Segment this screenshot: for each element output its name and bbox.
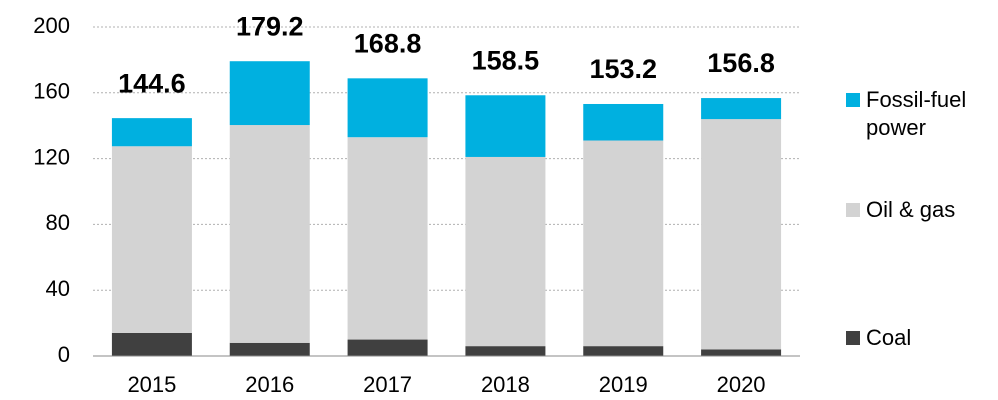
legend-label: Fossil-fuel power [866, 87, 967, 140]
bar-segment [701, 98, 782, 120]
bar-segment [583, 346, 664, 356]
legend-label: Oil & gas [866, 197, 956, 222]
legend-item: Fossil-fuel power [846, 86, 976, 142]
y-tick-label: 80 [46, 210, 70, 235]
bar-segment [229, 342, 310, 356]
bar-segment [583, 140, 664, 347]
x-tick-label: 2020 [717, 372, 766, 397]
bar-segment [229, 125, 310, 343]
total-label: 158.5 [472, 45, 540, 75]
x-tick-label: 2018 [481, 372, 530, 397]
legend-item: Oil & gas [846, 196, 976, 224]
bar-segment [347, 137, 428, 340]
bar-segment [465, 156, 546, 347]
total-label: 153.2 [589, 54, 657, 84]
x-tick-label: 2016 [245, 372, 294, 397]
total-label: 156.8 [707, 48, 775, 78]
bar-segment [111, 118, 192, 147]
x-tick-label: 2019 [599, 372, 648, 397]
y-tick-label: 120 [33, 144, 70, 169]
x-tick-label: 2015 [127, 372, 176, 397]
total-label: 144.6 [118, 68, 186, 98]
x-tick-label: 2017 [363, 372, 412, 397]
legend-label: Coal [866, 325, 912, 350]
chart: 0 40 80 120 160 200 144.6 2015 179.2 2016 168.8 201… [33, 11, 800, 397]
y-tick-label: 200 [33, 13, 70, 38]
legend-item: Coal [846, 324, 976, 352]
bar-segment [701, 119, 782, 350]
total-label: 179.2 [236, 11, 304, 41]
legend: Coal Oil & gas Fossil-fuel power [846, 0, 996, 400]
bar-segment [347, 78, 428, 138]
bar-segment [465, 95, 546, 157]
legend-swatch [846, 331, 860, 345]
bar-segment [465, 346, 546, 356]
y-tick-label: 0 [58, 342, 70, 367]
legend-swatch [846, 93, 860, 107]
total-label: 168.8 [354, 28, 422, 58]
bar-segment [111, 146, 192, 333]
legend-swatch [846, 203, 860, 217]
bar-segment [111, 332, 192, 356]
bar-segment [701, 349, 782, 356]
y-tick-label: 160 [33, 79, 70, 104]
y-tick-label: 40 [46, 276, 70, 301]
bar-segment [229, 61, 310, 126]
bar-segment [583, 103, 664, 141]
bar-segment [347, 339, 428, 356]
